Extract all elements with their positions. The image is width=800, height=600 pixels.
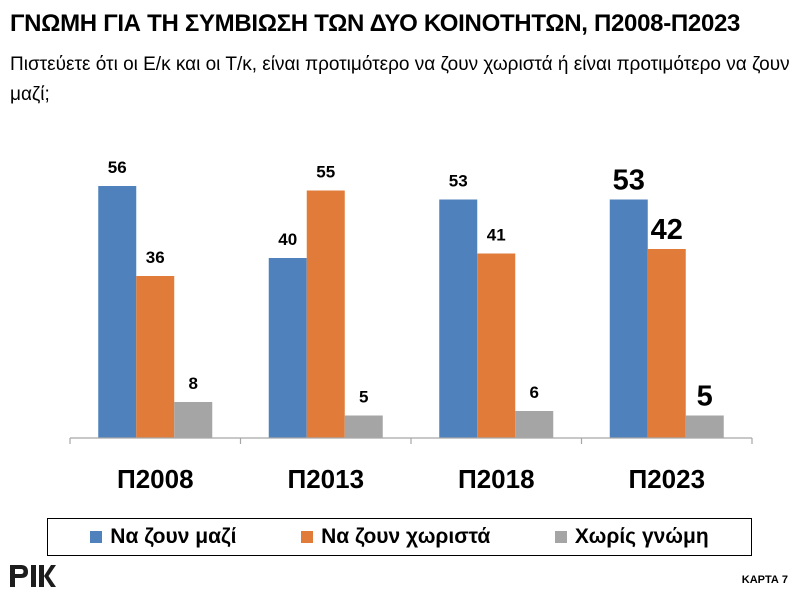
- data-label: 56: [108, 158, 127, 177]
- legend-swatch: [90, 531, 103, 543]
- legend-swatch: [554, 531, 567, 543]
- chart-bar: [174, 402, 213, 438]
- data-label: 6: [530, 383, 539, 402]
- chart-subtitle: Πιστεύετε ότι οι Ε/κ και οι Τ/κ, είναι π…: [10, 54, 790, 105]
- data-label: 5: [359, 388, 368, 407]
- x-tick-label: Π2023: [628, 464, 705, 494]
- legend-item: Να ζουν χωριστά: [301, 525, 490, 549]
- legend-item: Χωρίς γνώμη: [554, 525, 709, 549]
- chart-title: ΓΝΩΜΗ ΓΙΑ ΤΗ ΣΥΜΒΙΩΣΗ ΤΩΝ ΔΥΟ ΚΟΙΝΟΤΗΤΩΝ…: [10, 10, 741, 37]
- chart-bar: [98, 186, 137, 438]
- chart-bar: [515, 411, 554, 438]
- chart-bar: [439, 199, 478, 438]
- chart-bar: [136, 276, 175, 438]
- data-label: 42: [651, 214, 683, 246]
- x-tick-label: Π2008: [117, 464, 194, 494]
- rik-logo: [10, 565, 56, 587]
- chart-bar: [647, 249, 686, 438]
- legend-label: Να ζουν μαζί: [110, 525, 237, 548]
- x-tick-label: Π2018: [458, 464, 535, 494]
- data-label: 8: [189, 374, 198, 393]
- legend-label: Να ζουν χωριστά: [321, 525, 491, 548]
- data-label: 53: [449, 172, 468, 191]
- legend-swatch: [301, 531, 314, 543]
- legend-label: Χωρίς γνώμη: [574, 525, 709, 548]
- data-label: 40: [278, 230, 297, 249]
- map-label: ΚΑΡΤΑ 7: [741, 574, 788, 586]
- x-tick-label: Π2013: [287, 464, 364, 494]
- data-label: 55: [316, 163, 335, 182]
- chart-legend: Να ζουν μαζί Να ζουν χωριστά Χωρίς γνώμη: [47, 518, 752, 556]
- chart-bar: [609, 199, 648, 438]
- data-label: 53: [613, 165, 645, 197]
- data-label: 5: [697, 381, 713, 413]
- chart-bar: [344, 415, 383, 438]
- data-label: 36: [146, 248, 165, 267]
- chart-bar: [685, 415, 724, 438]
- chart-bar: [306, 190, 345, 438]
- data-label: 41: [487, 226, 506, 245]
- legend-item: Να ζουν μαζί: [90, 525, 237, 549]
- chart-bar: [268, 258, 307, 438]
- chart-bar: [477, 253, 516, 438]
